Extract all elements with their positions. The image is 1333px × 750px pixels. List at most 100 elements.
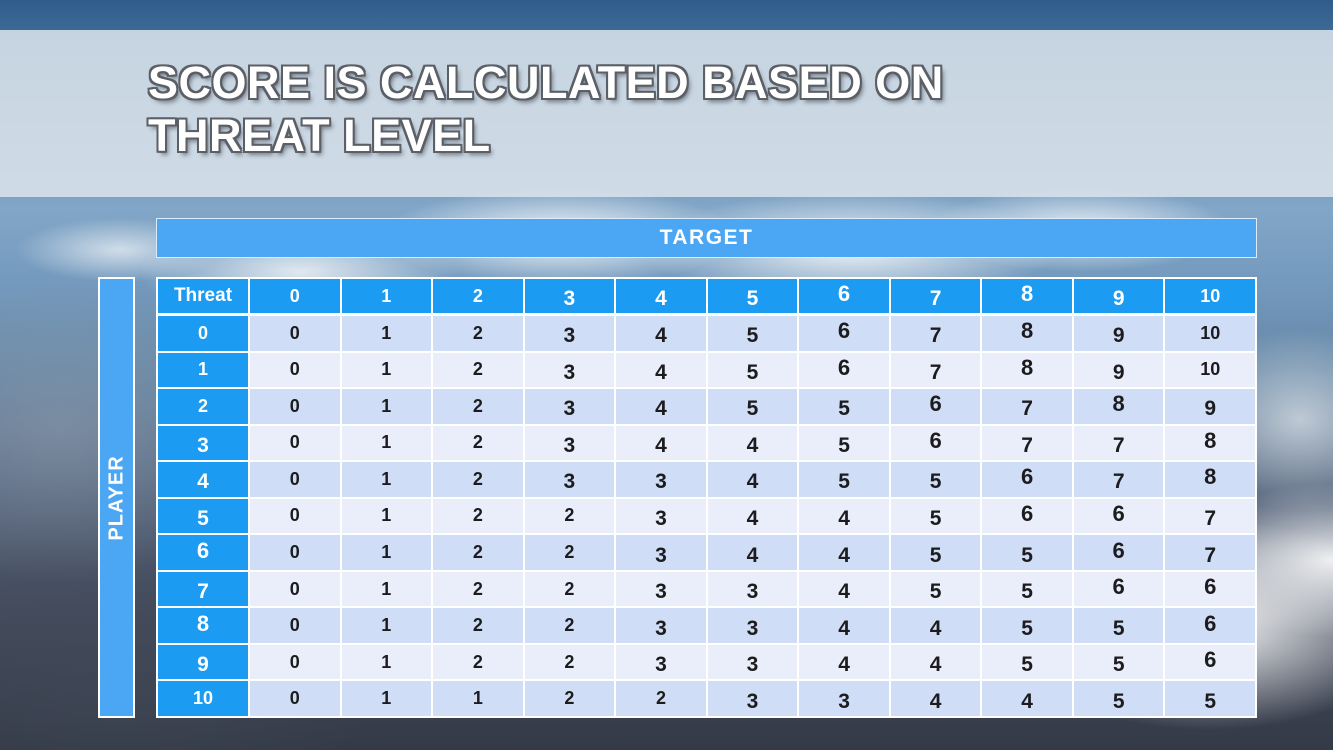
- row-header-cell-8: 8: [158, 608, 248, 643]
- column-header-cell-10: 10: [1165, 279, 1255, 313]
- row-header-cell-5: 5: [158, 498, 248, 534]
- score-cell-0-3: 3: [524, 316, 615, 351]
- column-header-cell-1-text: 1: [381, 285, 392, 306]
- score-cell-7-10-text: 6: [1204, 574, 1217, 600]
- score-cell-9-3: 2: [524, 644, 615, 680]
- score-cell-0-1-text: 1: [381, 322, 392, 343]
- score-cell-7-7-text: 5: [929, 580, 942, 604]
- score-cell-10-5: 3: [707, 681, 798, 716]
- score-cell-3-6: 5: [799, 425, 889, 461]
- score-cell-5-3-text: 2: [564, 505, 575, 526]
- score-cell-8-10: 6: [1165, 608, 1255, 643]
- score-cell-3-5: 4: [707, 425, 798, 461]
- score-cell-8-4-text: 3: [655, 616, 667, 640]
- score-cell-8-2: 2: [433, 608, 523, 643]
- score-cell-3-8-text: 7: [1021, 433, 1033, 457]
- score-cell-10-4-text: 2: [655, 688, 666, 709]
- score-cell-0-6-text: 6: [837, 318, 851, 344]
- row-header-cell-7-text: 7: [197, 580, 209, 604]
- row-header-cell-4: 4: [158, 462, 248, 497]
- score-cell-3-0: 0: [250, 425, 340, 461]
- score-cell-5-7: 5: [890, 498, 981, 534]
- score-cell-5-5-text: 4: [746, 506, 759, 530]
- score-cell-1-9-text: 9: [1112, 360, 1125, 384]
- score-cell-5-3: 2: [524, 498, 615, 534]
- score-cell-9-6-text: 4: [838, 653, 850, 677]
- column-header-cell-8-text: 8: [1021, 281, 1034, 306]
- score-cell-10-8: 4: [982, 681, 1072, 716]
- score-cell-1-7-text: 7: [929, 360, 942, 384]
- score-cell-6-8: 5: [982, 535, 1072, 570]
- score-cell-2-9: 8: [1073, 389, 1164, 424]
- row-header-cell-9: 9: [158, 644, 248, 680]
- score-cell-3-0-text: 0: [289, 432, 300, 453]
- score-cell-2-4: 4: [616, 389, 706, 424]
- score-cell-0-0: 0: [250, 316, 340, 351]
- score-cell-7-3-text: 2: [564, 578, 575, 599]
- score-cell-1-8-text: 8: [1021, 354, 1034, 380]
- score-cell-3-1: 1: [341, 425, 432, 461]
- score-cell-2-7: 6: [890, 389, 981, 424]
- score-cell-3-9-text: 7: [1112, 433, 1125, 457]
- score-cell-7-2: 2: [433, 571, 523, 607]
- score-cell-8-8: 5: [982, 608, 1072, 643]
- score-cell-2-2-text: 2: [472, 395, 483, 416]
- score-cell-5-0-text: 0: [289, 505, 300, 526]
- score-cell-3-3: 3: [524, 425, 615, 461]
- player-axis-label: PLAYER: [105, 454, 127, 541]
- score-cell-3-9: 7: [1073, 425, 1164, 461]
- score-cell-1-5: 5: [707, 352, 798, 388]
- score-cell-5-6: 4: [799, 498, 889, 534]
- score-cell-2-0: 0: [250, 389, 340, 424]
- score-cell-2-7-text: 6: [929, 391, 942, 417]
- score-cell-2-6: 5: [799, 389, 889, 424]
- score-cell-4-8: 6: [982, 462, 1072, 497]
- score-cell-9-2: 2: [433, 644, 523, 680]
- score-cell-4-7: 5: [890, 462, 981, 497]
- score-cell-9-1: 1: [341, 644, 432, 680]
- column-header-cell-3: 3: [524, 279, 615, 313]
- score-cell-8-3-text: 2: [564, 615, 575, 636]
- score-cell-6-1: 1: [341, 535, 432, 570]
- column-header-cell-7-text: 7: [929, 287, 942, 310]
- score-cell-8-1: 1: [341, 608, 432, 643]
- score-cell-7-5-text: 3: [746, 580, 759, 604]
- score-cell-3-5-text: 4: [746, 433, 759, 457]
- column-header-cell-6: 6: [799, 279, 889, 313]
- row-header-cell-5-text: 5: [197, 506, 209, 530]
- score-cell-6-5: 4: [707, 535, 798, 570]
- score-cell-10-0: 0: [250, 681, 340, 716]
- score-cell-4-4: 3: [616, 462, 706, 497]
- score-cell-10-3-text: 2: [564, 688, 575, 709]
- score-cell-9-9-text: 5: [1112, 653, 1125, 677]
- score-cell-5-7-text: 5: [929, 506, 942, 530]
- score-cell-9-9: 5: [1073, 644, 1164, 680]
- score-cell-6-8-text: 5: [1021, 543, 1033, 567]
- score-cell-8-5-text: 3: [746, 616, 759, 640]
- score-cell-7-2-text: 2: [472, 578, 483, 599]
- score-cell-0-4-text: 4: [655, 324, 667, 348]
- score-cell-4-5: 4: [707, 462, 798, 497]
- score-cell-10-7-text: 4: [929, 689, 942, 713]
- score-cell-2-2: 2: [433, 389, 523, 424]
- slide-title: SCORE IS CALCULATED BASED ON THREAT LEVE…: [148, 56, 944, 162]
- score-cell-4-4-text: 3: [655, 470, 667, 494]
- score-cell-7-6-text: 4: [838, 580, 850, 604]
- score-cell-3-2-text: 2: [472, 432, 483, 453]
- score-cell-2-1-text: 1: [381, 395, 392, 416]
- score-cell-4-3: 3: [524, 462, 615, 497]
- score-cell-6-1-text: 1: [381, 542, 392, 563]
- score-cell-2-3: 3: [524, 389, 615, 424]
- score-cell-0-10: 10: [1165, 316, 1255, 351]
- score-cell-8-4: 3: [616, 608, 706, 643]
- score-cell-5-10-text: 7: [1204, 506, 1217, 530]
- score-cell-10-6: 3: [799, 681, 889, 716]
- score-cell-10-4: 2: [616, 681, 706, 716]
- score-cell-9-8: 5: [982, 644, 1072, 680]
- score-cell-4-6-text: 5: [838, 470, 850, 494]
- score-cell-6-3: 2: [524, 535, 615, 570]
- score-cell-5-9: 6: [1073, 498, 1164, 534]
- score-cell-3-1-text: 1: [381, 432, 392, 453]
- score-cell-0-9: 9: [1073, 316, 1164, 351]
